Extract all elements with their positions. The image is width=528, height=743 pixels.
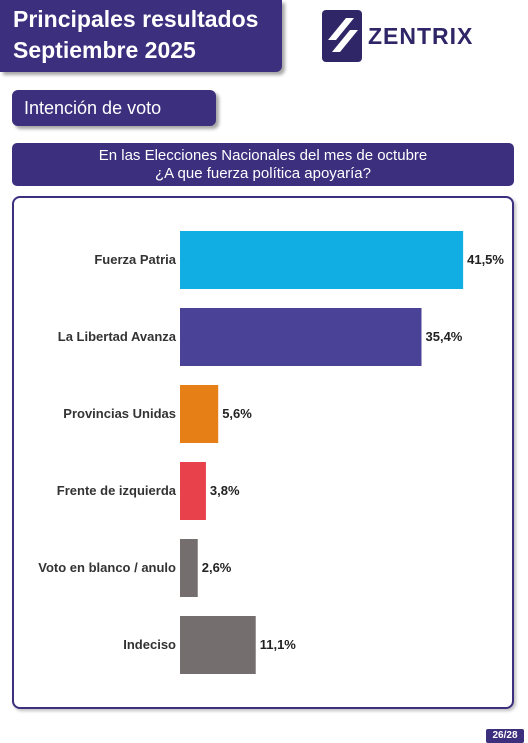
bar-la-libertad-avanza	[180, 308, 422, 366]
report-title: Principales resultados Septiembre 2025	[0, 0, 282, 72]
value-label-la-libertad-avanza: 35,4%	[426, 329, 463, 344]
category-label-la-libertad-avanza: La Libertad Avanza	[58, 329, 177, 344]
chart-panel: Fuerza Patria 41,5% La Libertad Avanza 35,4…	[12, 196, 514, 709]
question-line1: En las Elecciones Nacionales del mes de …	[98, 147, 428, 164]
category-label-indeciso: Indeciso	[123, 637, 176, 652]
category-label-fuerza-patria: Fuerza Patria	[94, 252, 176, 267]
report-title-line2: Septiembre 2025	[13, 37, 196, 63]
bar-voto-en-blanco-anulo	[180, 539, 198, 597]
category-label-frente-de-izquierda: Frente de izquierda	[57, 483, 177, 498]
brand-logo: ZENTRIX	[322, 10, 516, 62]
bar-fuerza-patria	[180, 231, 464, 289]
question-banner: En las Elecciones Nacionales del mes de …	[12, 143, 514, 186]
question-line2: ¿A que fuerza política apoyaría?	[155, 165, 371, 182]
bar-provincias-unidas	[180, 385, 219, 443]
value-label-indeciso: 11,1%	[260, 637, 297, 652]
report-title-line1: Principales resultados	[13, 6, 259, 32]
zentrix-stripes-logo-icon	[322, 10, 362, 62]
category-label-provincias-unidas: Provincias Unidas	[63, 406, 176, 421]
value-label-fuerza-patria: 41,5%	[467, 252, 504, 267]
bar-frente-de-izquierda	[180, 462, 206, 520]
bar-chart: Fuerza Patria 41,5% La Libertad Avanza 35,4…	[38, 231, 504, 674]
bar-indeciso	[180, 616, 256, 674]
value-label-frente-de-izquierda: 3,8%	[210, 483, 240, 498]
brand-name: ZENTRIX	[368, 23, 474, 49]
page-number: 26/28	[486, 729, 524, 743]
section-tab: Intención de voto	[12, 90, 216, 126]
category-label-voto-en-blanco-anulo: Voto en blanco / anulo	[38, 560, 176, 575]
value-label-voto-en-blanco-anulo: 2,6%	[202, 560, 232, 575]
value-label-provincias-unidas: 5,6%	[222, 406, 252, 421]
